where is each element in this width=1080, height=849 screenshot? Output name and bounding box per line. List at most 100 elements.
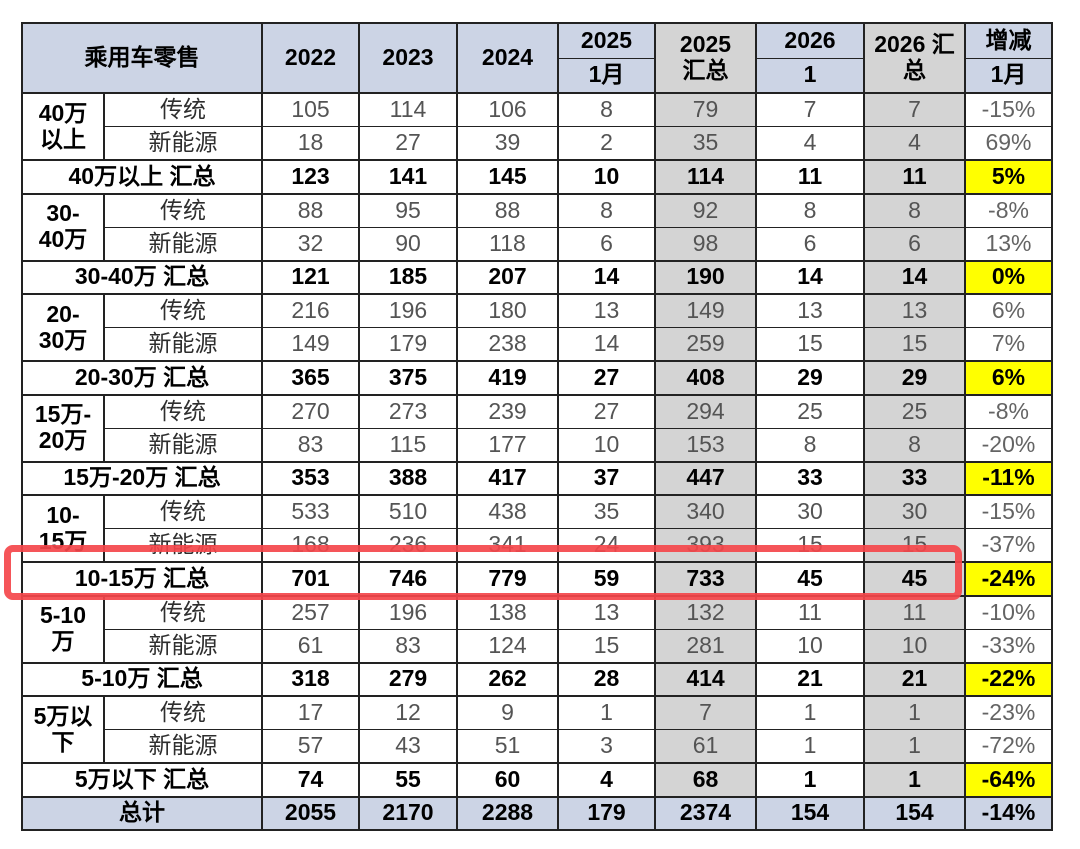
value-cell: 1 <box>863 695 966 730</box>
value-cell: 262 <box>456 661 559 697</box>
value-cell: 33 <box>863 460 966 496</box>
value-cell: 51 <box>456 729 559 764</box>
value-cell: 92 <box>654 192 757 228</box>
value-cell: 1 <box>755 695 865 730</box>
col-header-2025-total: 2025 汇总 <box>654 22 757 94</box>
value-cell: 15 <box>863 528 966 563</box>
value-cell: 257 <box>261 594 360 630</box>
data-row: 新能源 32 90 118 6 98 6 6 13% <box>22 226 1053 261</box>
value-cell: 236 <box>358 528 458 563</box>
value-cell: 3 <box>557 729 656 764</box>
change-cell: -14% <box>964 795 1053 831</box>
category-label: 传统 <box>103 393 263 429</box>
value-cell: 132 <box>654 594 757 630</box>
data-row: 30- 40万 传统 88 95 88 8 92 8 8 -8% <box>21 192 1053 261</box>
value-cell: 4 <box>863 126 966 161</box>
value-cell: 13 <box>557 594 656 630</box>
value-cell: 106 <box>456 92 559 127</box>
value-cell: 55 <box>358 762 458 798</box>
value-cell: 138 <box>456 594 559 630</box>
summary-row: 5万以下 汇总 74 55 60 4 68 1 1 -64% <box>21 762 1053 798</box>
summary-label: 5万以下 汇总 <box>21 762 263 798</box>
data-row: 新能源 149 179 238 14 259 15 15 7% <box>22 327 1053 362</box>
value-cell: 149 <box>654 293 757 328</box>
change-cell: 6% <box>964 360 1053 396</box>
category-label: 新能源 <box>103 327 263 362</box>
value-cell: 8 <box>863 427 966 462</box>
value-cell: 15 <box>863 327 966 362</box>
value-cell: 24 <box>557 528 656 563</box>
summary-label: 40万以上 汇总 <box>21 159 263 195</box>
value-cell: 68 <box>654 762 757 798</box>
summary-label: 30-40万 汇总 <box>21 259 263 295</box>
value-cell: 15 <box>557 628 656 663</box>
value-cell: 510 <box>358 494 458 529</box>
value-cell: 4 <box>557 762 656 798</box>
category-label: 新能源 <box>103 528 263 563</box>
data-row: 40万 以上 传统 105 114 106 8 79 7 7 -15% <box>21 92 1053 161</box>
category-label: 传统 <box>103 192 263 228</box>
summary-row: 30-40万 汇总 121 185 207 14 190 14 14 0% <box>21 259 1053 295</box>
value-cell: 95 <box>358 192 458 228</box>
value-cell: 154 <box>755 795 865 831</box>
value-cell: 90 <box>358 226 458 261</box>
data-row: 5万以 下传统 17 12 9 1 7 1 1 -23% <box>21 695 1053 764</box>
data-row: 20- 30万 传统 216 196 180 13 149 13 13 6% <box>21 293 1053 362</box>
col-header-2025-jan: 1月 <box>557 57 656 94</box>
data-row: 10- 15万 传统 533 510 438 35 340 30 30 -15% <box>21 494 1053 563</box>
value-cell: 318 <box>261 661 360 697</box>
col-header-2026-total: 2026 汇 总 <box>863 22 966 94</box>
change-cell: -11% <box>964 460 1053 496</box>
table-header: 乘用车零售 2022 2023 2024 2025 2025 汇总 2026 2… <box>21 22 1053 94</box>
value-cell: 27 <box>557 360 656 396</box>
value-cell: 779 <box>456 561 559 597</box>
change-cell: -8% <box>964 192 1053 228</box>
value-cell: 33 <box>755 460 865 496</box>
col-header-2026-total-line2: 总 <box>903 57 926 83</box>
change-cell: 7% <box>964 327 1053 362</box>
value-cell: 28 <box>557 661 656 697</box>
value-cell: 4 <box>755 126 865 161</box>
col-header-2024: 2024 <box>456 22 559 94</box>
data-row: 15万- 20万 传统 270 273 239 27 294 25 25 -8% <box>21 393 1053 462</box>
value-cell: 239 <box>456 393 559 429</box>
value-cell: 60 <box>456 762 559 798</box>
change-cell: -22% <box>964 661 1053 697</box>
value-cell: 294 <box>654 393 757 429</box>
value-cell: 14 <box>755 259 865 295</box>
col-header-change-jan: 1月 <box>964 57 1053 94</box>
segment-label: 20- 30万 <box>21 293 105 362</box>
value-cell: 29 <box>863 360 966 396</box>
value-cell: 30 <box>755 494 865 529</box>
value-cell: 10 <box>557 427 656 462</box>
summary-label: 20-30万 汇总 <box>21 360 263 396</box>
col-header-change: 增减 <box>964 22 1053 59</box>
value-cell: 179 <box>358 327 458 362</box>
value-cell: 118 <box>456 226 559 261</box>
summary-row: 15万-20万 汇总 353 388 417 37 447 33 33 -11% <box>21 460 1053 496</box>
value-cell: 35 <box>654 126 757 161</box>
value-cell: 196 <box>358 594 458 630</box>
value-cell: 7 <box>755 92 865 127</box>
col-header-2025-total-line1: 2025 <box>679 31 732 58</box>
value-cell: 701 <box>261 561 360 597</box>
change-cell: -15% <box>964 92 1053 127</box>
value-cell: 341 <box>456 528 559 563</box>
summary-row: 20-30万 汇总 365 375 419 27 408 29 29 6% <box>21 360 1053 396</box>
segment-label: 40万 以上 <box>21 92 105 161</box>
col-header-2025-total-line2: 汇总 <box>682 57 729 83</box>
value-cell: 83 <box>358 628 458 663</box>
value-cell: 13 <box>557 293 656 328</box>
value-cell: 145 <box>456 159 559 195</box>
value-cell: 25 <box>755 393 865 429</box>
value-cell: 149 <box>261 327 360 362</box>
value-cell: 419 <box>456 360 559 396</box>
value-cell: 1 <box>755 729 865 764</box>
col-header-2026-jan: 1 <box>755 57 865 94</box>
value-cell: 7 <box>863 92 966 127</box>
change-cell: -33% <box>964 628 1053 663</box>
value-cell: 59 <box>557 561 656 597</box>
category-label: 新能源 <box>103 126 263 161</box>
value-cell: 414 <box>654 661 757 697</box>
change-cell: -20% <box>964 427 1053 462</box>
